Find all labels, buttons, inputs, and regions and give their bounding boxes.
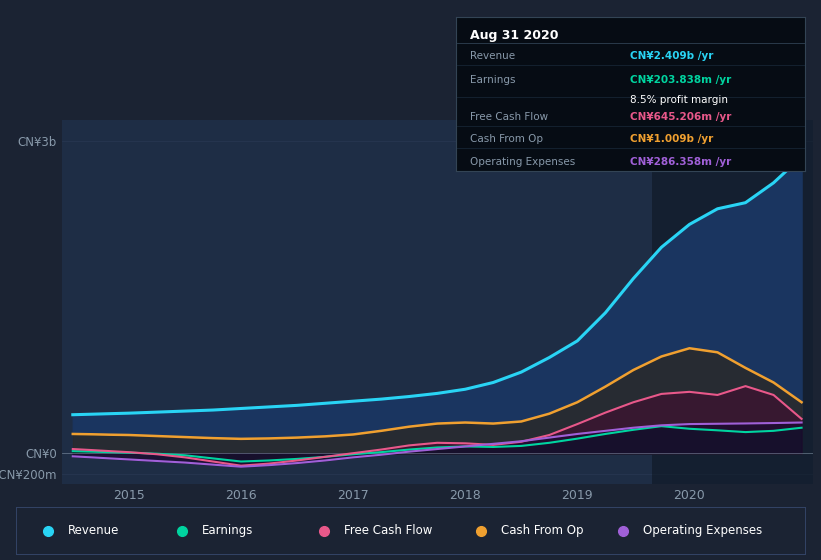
- Text: CN¥286.358m /yr: CN¥286.358m /yr: [631, 157, 732, 167]
- Text: Cash From Op: Cash From Op: [501, 524, 584, 537]
- Text: Free Cash Flow: Free Cash Flow: [470, 113, 548, 122]
- Text: Free Cash Flow: Free Cash Flow: [343, 524, 432, 537]
- Bar: [653, 120, 813, 484]
- Text: CN¥203.838m /yr: CN¥203.838m /yr: [631, 76, 732, 85]
- Text: Operating Expenses: Operating Expenses: [643, 524, 762, 537]
- Text: Operating Expenses: Operating Expenses: [470, 157, 575, 167]
- Text: 8.5% profit margin: 8.5% profit margin: [631, 95, 728, 105]
- Text: Earnings: Earnings: [202, 524, 253, 537]
- Text: Cash From Op: Cash From Op: [470, 134, 543, 144]
- Text: CN¥2.409b /yr: CN¥2.409b /yr: [631, 51, 713, 60]
- Text: Revenue: Revenue: [67, 524, 119, 537]
- Text: CN¥645.206m /yr: CN¥645.206m /yr: [631, 113, 732, 122]
- Text: Revenue: Revenue: [470, 51, 515, 60]
- Text: CN¥1.009b /yr: CN¥1.009b /yr: [631, 134, 713, 144]
- Text: Aug 31 2020: Aug 31 2020: [470, 29, 558, 42]
- Text: Earnings: Earnings: [470, 76, 515, 85]
